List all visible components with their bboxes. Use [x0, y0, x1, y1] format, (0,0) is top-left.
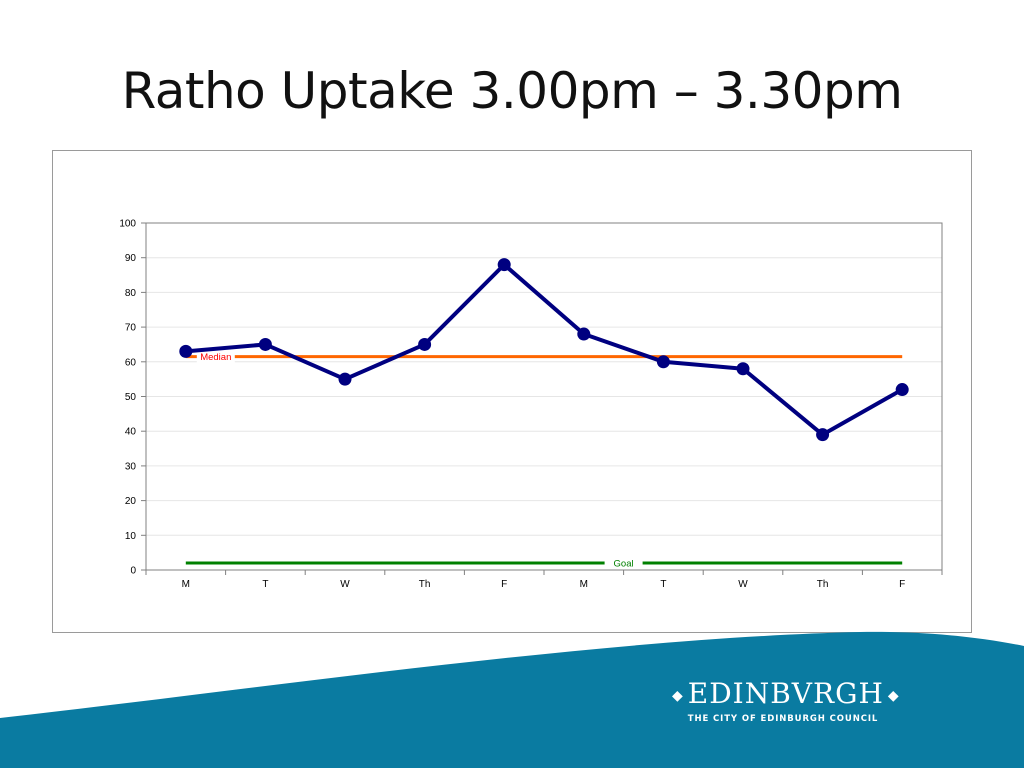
data-point [418, 337, 432, 351]
data-point [656, 355, 670, 369]
logo-subtitle: THE CITY OF EDINBURGH COUNCIL [687, 713, 879, 724]
y-tick-label: 90 [125, 253, 137, 264]
y-tick-label: 100 [119, 219, 136, 230]
y-tick-label: 70 [125, 323, 137, 334]
chart-frame: 0 10 20 30 40 50 60 70 80 90 100 M T W Th F M T W Th F Median… [52, 150, 972, 633]
y-tick-label: 40 [125, 427, 137, 438]
slide-title: Ratho Uptake 3.00pm – 3.30pm [121, 62, 903, 120]
median-label: Median [200, 352, 231, 363]
data-point [736, 362, 750, 376]
data-point [577, 327, 591, 341]
x-tick-label: T [660, 579, 666, 590]
logo-wordmark: EDINBVRGH [687, 677, 884, 710]
data-point [895, 383, 909, 397]
x-tick-label: M [182, 579, 190, 590]
x-tick-label: Th [419, 579, 431, 590]
data-point [497, 258, 511, 272]
data-point [816, 428, 830, 442]
x-tick-label: T [262, 579, 268, 590]
x-tick-label: M [580, 579, 588, 590]
y-tick-label: 0 [130, 566, 136, 577]
x-tick-label: W [340, 579, 350, 590]
data-point [258, 337, 272, 351]
y-tick-label: 30 [125, 461, 137, 472]
y-tick-label: 80 [125, 288, 137, 299]
diamond-icon: ◆ [672, 687, 684, 704]
y-tick-label: 50 [125, 392, 137, 403]
data-point [338, 372, 352, 386]
series-line [185, 262, 904, 437]
x-tick-label: W [738, 579, 748, 590]
diamond-icon: ◆ [887, 687, 900, 704]
y-tick-label: 10 [125, 531, 137, 542]
goal-label-bg [604, 557, 643, 570]
data-point [179, 344, 193, 358]
edinburgh-logo: ◆ EDINBVRGH ◆ THE CITY OF EDINBURGH COUNCI… [668, 677, 900, 724]
x-tick-label: F [899, 579, 905, 590]
x-tick-label: Th [817, 579, 829, 590]
goal-label: Goal [614, 559, 634, 570]
median-label-bg [196, 350, 235, 363]
y-tick-label: 60 [125, 357, 137, 368]
x-tick-label: F [501, 579, 507, 590]
y-tick-label: 20 [125, 496, 137, 507]
uptake-line-chart: 0 10 20 30 40 50 60 70 80 90 100 M T W Th F M T W Th F Median… [119, 219, 943, 590]
footer-band [0, 631, 1024, 768]
